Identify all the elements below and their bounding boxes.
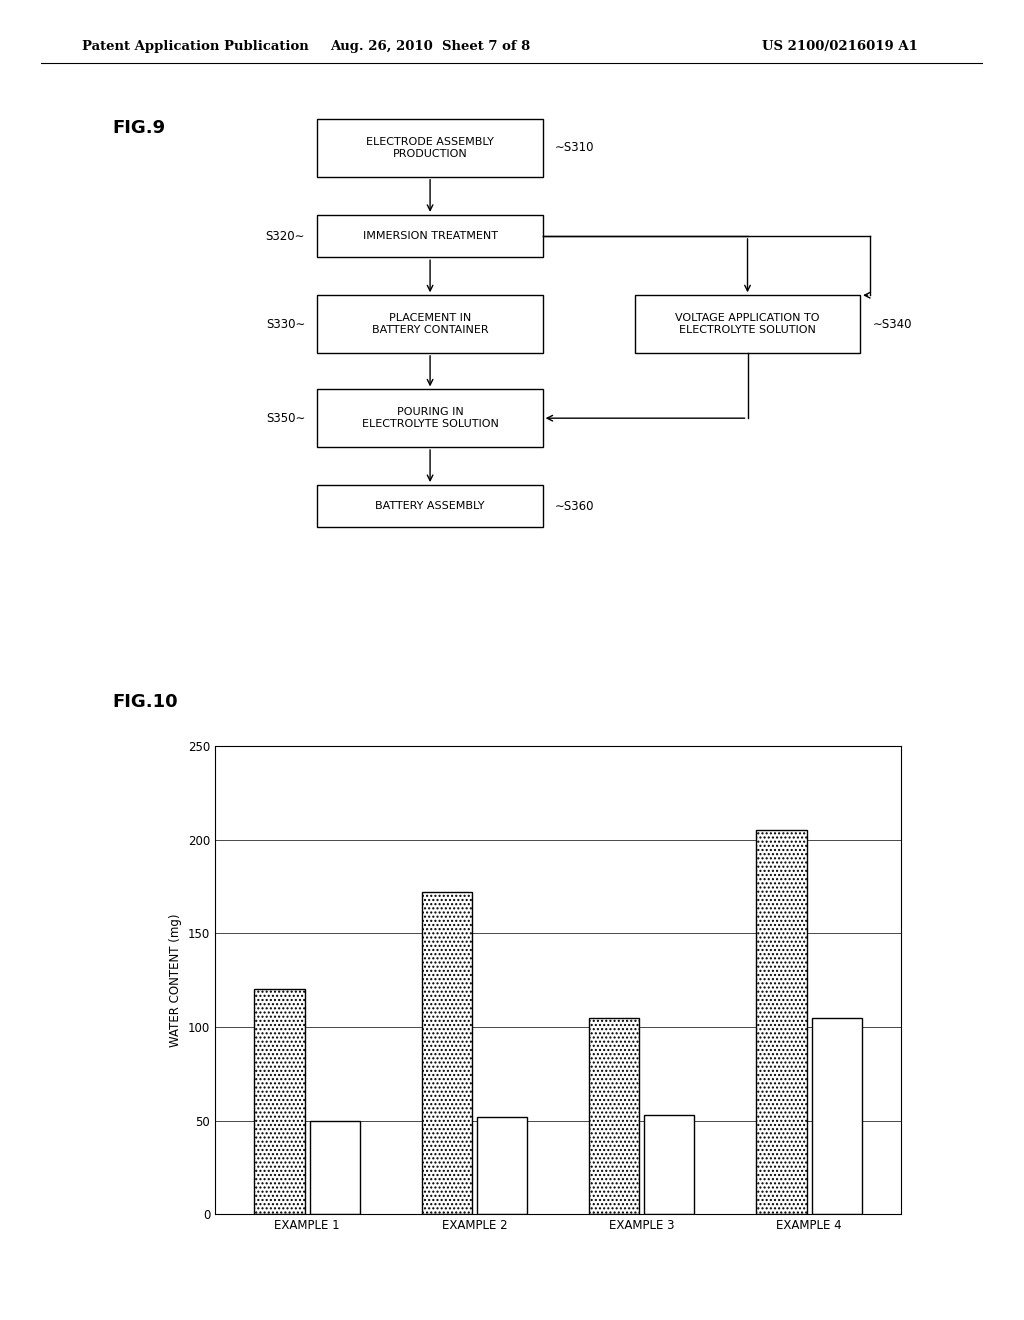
Bar: [254, 990, 304, 1214]
Text: S320∼: S320∼: [265, 230, 305, 243]
Text: ∼S340: ∼S340: [872, 318, 912, 330]
Text: ∼S360: ∼S360: [555, 500, 595, 512]
Text: S350∼: S350∼: [266, 412, 305, 425]
Text: S330∼: S330∼: [266, 318, 305, 330]
Text: BATTERY ASSEMBLY: BATTERY ASSEMBLY: [376, 502, 484, 511]
FancyBboxPatch shape: [317, 119, 543, 177]
Text: ∼S310: ∼S310: [555, 141, 595, 154]
Text: POURING IN
ELECTROLYTE SOLUTION: POURING IN ELECTROLYTE SOLUTION: [361, 408, 499, 429]
Bar: [757, 830, 807, 1214]
Text: Patent Application Publication: Patent Application Publication: [82, 40, 308, 53]
Text: US 2100/0216019 A1: US 2100/0216019 A1: [762, 40, 918, 53]
Bar: [477, 1117, 527, 1214]
Bar: [309, 1121, 359, 1214]
Text: IMMERSION TREATMENT: IMMERSION TREATMENT: [362, 231, 498, 242]
Y-axis label: WATER CONTENT (mg): WATER CONTENT (mg): [169, 913, 182, 1047]
FancyBboxPatch shape: [317, 296, 543, 352]
FancyBboxPatch shape: [317, 215, 543, 257]
Bar: [589, 1018, 639, 1214]
Text: VOLTAGE APPLICATION TO
ELECTROLYTE SOLUTION: VOLTAGE APPLICATION TO ELECTROLYTE SOLUT…: [675, 313, 820, 335]
Text: FIG.9: FIG.9: [113, 119, 166, 137]
Text: Aug. 26, 2010  Sheet 7 of 8: Aug. 26, 2010 Sheet 7 of 8: [330, 40, 530, 53]
Text: PLACEMENT IN
BATTERY CONTAINER: PLACEMENT IN BATTERY CONTAINER: [372, 313, 488, 335]
FancyBboxPatch shape: [317, 389, 543, 447]
Text: FIG.10: FIG.10: [113, 693, 178, 711]
Bar: [644, 1115, 694, 1214]
Text: ELECTRODE ASSEMBLY
PRODUCTION: ELECTRODE ASSEMBLY PRODUCTION: [367, 137, 494, 158]
FancyBboxPatch shape: [635, 296, 860, 352]
Bar: [422, 892, 472, 1214]
Bar: [812, 1018, 862, 1214]
FancyBboxPatch shape: [317, 484, 543, 528]
